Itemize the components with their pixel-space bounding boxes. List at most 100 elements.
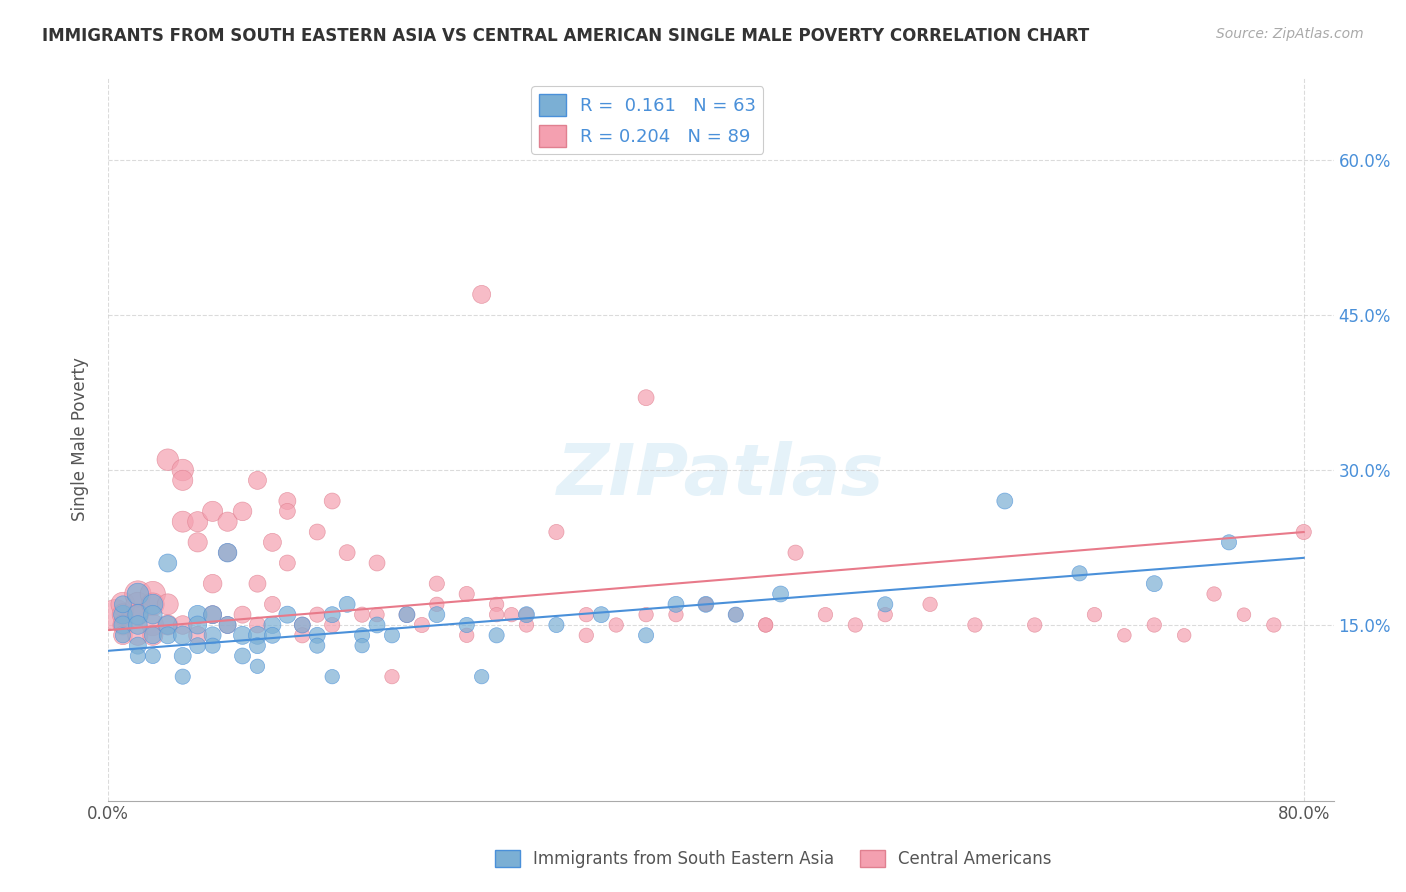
Point bbox=[127, 639, 149, 653]
Point bbox=[127, 628, 149, 642]
Point bbox=[187, 628, 209, 642]
Point bbox=[156, 618, 179, 632]
Point bbox=[515, 607, 537, 622]
Point bbox=[156, 628, 179, 642]
Point bbox=[127, 587, 149, 601]
Point bbox=[844, 618, 866, 632]
Point bbox=[217, 546, 239, 560]
Text: Source: ZipAtlas.com: Source: ZipAtlas.com bbox=[1216, 27, 1364, 41]
Point bbox=[201, 576, 224, 591]
Point bbox=[127, 618, 149, 632]
Point bbox=[1143, 576, 1166, 591]
Point bbox=[276, 556, 298, 570]
Point bbox=[127, 587, 149, 601]
Point bbox=[352, 639, 374, 653]
Point bbox=[1083, 607, 1105, 622]
Point bbox=[262, 597, 284, 611]
Point bbox=[336, 597, 359, 611]
Point bbox=[963, 618, 986, 632]
Point bbox=[187, 515, 209, 529]
Point bbox=[875, 607, 897, 622]
Point bbox=[307, 628, 329, 642]
Point bbox=[231, 628, 253, 642]
Point bbox=[127, 597, 149, 611]
Point bbox=[201, 607, 224, 622]
Point bbox=[201, 504, 224, 518]
Point bbox=[246, 576, 269, 591]
Point bbox=[217, 515, 239, 529]
Point bbox=[291, 618, 314, 632]
Point bbox=[501, 607, 523, 622]
Point bbox=[307, 639, 329, 653]
Point bbox=[485, 607, 508, 622]
Point bbox=[471, 670, 494, 684]
Point bbox=[201, 639, 224, 653]
Point bbox=[814, 607, 837, 622]
Point bbox=[172, 648, 194, 663]
Point bbox=[262, 628, 284, 642]
Point bbox=[456, 587, 478, 601]
Point bbox=[755, 618, 778, 632]
Legend: Immigrants from South Eastern Asia, Central Americans: Immigrants from South Eastern Asia, Cent… bbox=[488, 843, 1059, 875]
Point bbox=[665, 597, 688, 611]
Point bbox=[546, 618, 568, 632]
Point bbox=[307, 607, 329, 622]
Point bbox=[291, 628, 314, 642]
Point bbox=[395, 607, 418, 622]
Point bbox=[111, 597, 134, 611]
Point bbox=[231, 504, 253, 518]
Point bbox=[217, 546, 239, 560]
Point bbox=[695, 597, 717, 611]
Point bbox=[142, 628, 165, 642]
Point bbox=[426, 597, 449, 611]
Point bbox=[246, 628, 269, 642]
Point bbox=[575, 628, 598, 642]
Point bbox=[156, 618, 179, 632]
Point bbox=[142, 618, 165, 632]
Point bbox=[111, 597, 134, 611]
Point bbox=[1069, 566, 1091, 581]
Point bbox=[187, 607, 209, 622]
Point bbox=[321, 618, 343, 632]
Point bbox=[1114, 628, 1136, 642]
Point bbox=[605, 618, 627, 632]
Point bbox=[381, 670, 404, 684]
Point bbox=[352, 607, 374, 622]
Point bbox=[426, 607, 449, 622]
Point bbox=[575, 607, 598, 622]
Point bbox=[875, 597, 897, 611]
Point bbox=[920, 597, 942, 611]
Point bbox=[187, 639, 209, 653]
Point bbox=[1202, 587, 1225, 601]
Point bbox=[111, 618, 134, 632]
Point bbox=[471, 287, 494, 301]
Point bbox=[291, 618, 314, 632]
Point bbox=[246, 618, 269, 632]
Point bbox=[231, 607, 253, 622]
Text: ZIPatlas: ZIPatlas bbox=[557, 441, 884, 509]
Point bbox=[262, 535, 284, 549]
Point bbox=[636, 628, 658, 642]
Point bbox=[515, 607, 537, 622]
Point bbox=[111, 618, 134, 632]
Point bbox=[246, 474, 269, 488]
Point bbox=[111, 628, 134, 642]
Point bbox=[755, 618, 778, 632]
Point bbox=[142, 597, 165, 611]
Point bbox=[142, 597, 165, 611]
Point bbox=[276, 607, 298, 622]
Point bbox=[127, 648, 149, 663]
Point bbox=[156, 556, 179, 570]
Point bbox=[411, 618, 433, 632]
Point bbox=[276, 504, 298, 518]
Point bbox=[636, 607, 658, 622]
Point bbox=[1263, 618, 1285, 632]
Point bbox=[142, 648, 165, 663]
Point bbox=[1024, 618, 1046, 632]
Text: IMMIGRANTS FROM SOUTH EASTERN ASIA VS CENTRAL AMERICAN SINGLE MALE POVERTY CORRE: IMMIGRANTS FROM SOUTH EASTERN ASIA VS CE… bbox=[42, 27, 1090, 45]
Point bbox=[769, 587, 792, 601]
Point bbox=[456, 628, 478, 642]
Point bbox=[724, 607, 747, 622]
Point bbox=[111, 607, 134, 622]
Point bbox=[395, 607, 418, 622]
